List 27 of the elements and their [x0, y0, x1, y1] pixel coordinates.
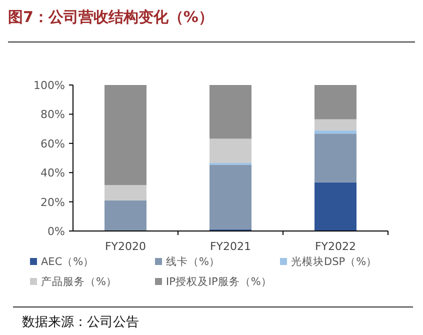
- y-tick-label: 80%: [40, 108, 65, 122]
- legend-label: 产品服务（%）: [41, 275, 117, 288]
- chart-title: 图7：公司营收结构变化（%）: [8, 8, 214, 26]
- y-tick-label: 40%: [40, 166, 65, 180]
- legend-label: 线卡（%）: [166, 255, 220, 268]
- y-tick-label: 60%: [40, 137, 65, 150]
- bar: [104, 185, 146, 200]
- y-tick-label: 100%: [34, 79, 65, 92]
- y-tick-label: 0%: [48, 225, 65, 238]
- bar: [314, 119, 356, 130]
- legend-label: IP授权及IP服务（%）: [166, 276, 272, 288]
- bar: [104, 85, 146, 186]
- legend-label: AEC（%）: [41, 256, 94, 268]
- bar: [314, 182, 356, 231]
- source-note: 数据来源：公司公告: [22, 315, 139, 330]
- x-tick-label: FY2020: [104, 240, 146, 253]
- bar: [210, 164, 252, 230]
- bar: [104, 200, 146, 231]
- bar: [210, 138, 252, 163]
- bar: [210, 85, 252, 139]
- bar: [314, 85, 356, 120]
- x-tick-label: FY2022: [314, 240, 356, 253]
- bar: [314, 130, 356, 134]
- bar: [314, 134, 356, 182]
- x-tick-label: FY2021: [210, 240, 252, 253]
- y-tick-label: 20%: [40, 196, 65, 209]
- legend-label: 光模块DSP（%）: [291, 255, 378, 268]
